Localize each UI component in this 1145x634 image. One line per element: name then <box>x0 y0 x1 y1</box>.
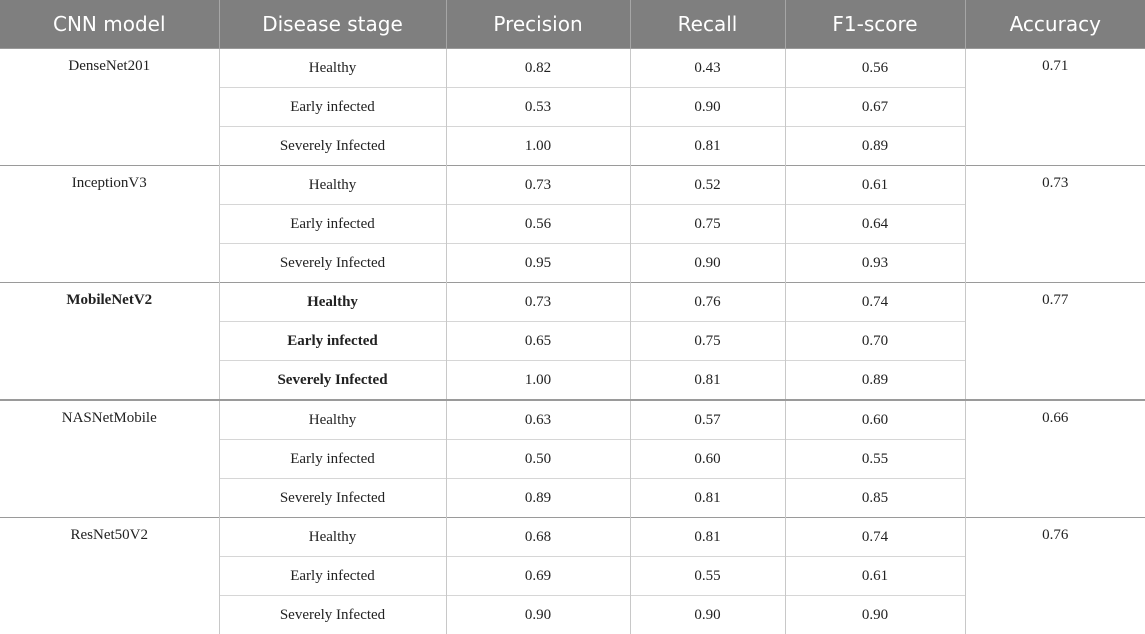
recall-cell: 0.52 <box>630 166 785 205</box>
f1-cell: 0.89 <box>785 361 965 401</box>
f1-cell: 0.64 <box>785 205 965 244</box>
recall-cell: 0.60 <box>630 440 785 479</box>
f1-cell: 0.74 <box>785 518 965 557</box>
precision-cell: 0.65 <box>446 322 630 361</box>
f1-cell: 0.55 <box>785 440 965 479</box>
header-row: CNN model Disease stage Precision Recall… <box>0 0 1145 49</box>
stage-cell: Early infected <box>219 557 446 596</box>
f1-cell: 0.70 <box>785 322 965 361</box>
stage-cell: Healthy <box>219 49 446 88</box>
table-row: NASNetMobile Healthy 0.63 0.57 0.60 0.66 <box>0 400 1145 440</box>
header-disease-stage: Disease stage <box>219 0 446 49</box>
precision-cell: 0.73 <box>446 283 630 322</box>
precision-cell: 0.69 <box>446 557 630 596</box>
stage-cell: Early infected <box>219 205 446 244</box>
stage-cell: Healthy <box>219 166 446 205</box>
stage-cell: Severely Infected <box>219 127 446 166</box>
stage-cell: Severely Infected <box>219 361 446 401</box>
precision-cell: 0.50 <box>446 440 630 479</box>
f1-cell: 0.56 <box>785 49 965 88</box>
f1-cell: 0.74 <box>785 283 965 322</box>
table-header: CNN model Disease stage Precision Recall… <box>0 0 1145 49</box>
stage-cell: Early infected <box>219 88 446 127</box>
f1-cell: 0.90 <box>785 596 965 634</box>
precision-cell: 0.82 <box>446 49 630 88</box>
recall-cell: 0.55 <box>630 557 785 596</box>
model-name-cell: MobileNetV2 <box>0 283 219 401</box>
accuracy-cell: 0.66 <box>965 400 1145 518</box>
recall-cell: 0.75 <box>630 322 785 361</box>
precision-cell: 0.53 <box>446 88 630 127</box>
recall-cell: 0.90 <box>630 596 785 634</box>
recall-cell: 0.57 <box>630 400 785 440</box>
table-row: InceptionV3 Healthy 0.73 0.52 0.61 0.73 <box>0 166 1145 205</box>
stage-cell: Healthy <box>219 283 446 322</box>
table-body: DenseNet201 Healthy 0.82 0.43 0.56 0.71 … <box>0 49 1145 634</box>
model-name-cell: InceptionV3 <box>0 166 219 283</box>
recall-cell: 0.81 <box>630 361 785 401</box>
accuracy-cell: 0.77 <box>965 283 1145 401</box>
precision-cell: 0.90 <box>446 596 630 634</box>
accuracy-cell: 0.71 <box>965 49 1145 166</box>
stage-cell: Healthy <box>219 400 446 440</box>
recall-cell: 0.90 <box>630 88 785 127</box>
precision-cell: 0.68 <box>446 518 630 557</box>
recall-cell: 0.81 <box>630 518 785 557</box>
stage-cell: Early infected <box>219 440 446 479</box>
f1-cell: 0.89 <box>785 127 965 166</box>
recall-cell: 0.81 <box>630 479 785 518</box>
stage-cell: Severely Infected <box>219 244 446 283</box>
precision-cell: 0.95 <box>446 244 630 283</box>
stage-cell: Severely Infected <box>219 596 446 634</box>
accuracy-cell: 0.76 <box>965 518 1145 634</box>
recall-cell: 0.75 <box>630 205 785 244</box>
precision-cell: 0.63 <box>446 400 630 440</box>
precision-cell: 0.73 <box>446 166 630 205</box>
stage-cell: Healthy <box>219 518 446 557</box>
table-row: ResNet50V2 Healthy 0.68 0.81 0.74 0.76 <box>0 518 1145 557</box>
stage-cell: Severely Infected <box>219 479 446 518</box>
f1-cell: 0.61 <box>785 166 965 205</box>
f1-cell: 0.60 <box>785 400 965 440</box>
f1-cell: 0.61 <box>785 557 965 596</box>
accuracy-cell: 0.73 <box>965 166 1145 283</box>
stage-cell: Early infected <box>219 322 446 361</box>
precision-cell: 1.00 <box>446 127 630 166</box>
header-recall: Recall <box>630 0 785 49</box>
recall-cell: 0.43 <box>630 49 785 88</box>
model-name-cell: DenseNet201 <box>0 49 219 166</box>
model-name-cell: ResNet50V2 <box>0 518 219 634</box>
recall-cell: 0.90 <box>630 244 785 283</box>
table-row: DenseNet201 Healthy 0.82 0.43 0.56 0.71 <box>0 49 1145 88</box>
precision-cell: 0.89 <box>446 479 630 518</box>
table-row: MobileNetV2 Healthy 0.73 0.76 0.74 0.77 <box>0 283 1145 322</box>
precision-cell: 1.00 <box>446 361 630 401</box>
recall-cell: 0.76 <box>630 283 785 322</box>
header-accuracy: Accuracy <box>965 0 1145 49</box>
header-precision: Precision <box>446 0 630 49</box>
f1-cell: 0.85 <box>785 479 965 518</box>
f1-cell: 0.93 <box>785 244 965 283</box>
recall-cell: 0.81 <box>630 127 785 166</box>
header-cnn-model: CNN model <box>0 0 219 49</box>
model-name-cell: NASNetMobile <box>0 400 219 518</box>
header-f1-score: F1-score <box>785 0 965 49</box>
precision-cell: 0.56 <box>446 205 630 244</box>
f1-cell: 0.67 <box>785 88 965 127</box>
